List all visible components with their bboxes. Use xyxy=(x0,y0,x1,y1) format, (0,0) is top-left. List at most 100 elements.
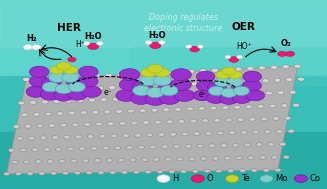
Circle shape xyxy=(60,123,67,127)
Circle shape xyxy=(59,159,65,163)
Circle shape xyxy=(170,132,177,136)
Circle shape xyxy=(61,88,68,92)
Circle shape xyxy=(110,170,116,174)
Circle shape xyxy=(233,86,250,96)
Circle shape xyxy=(181,170,187,173)
Circle shape xyxy=(223,68,230,72)
Circle shape xyxy=(230,93,237,96)
Circle shape xyxy=(158,133,165,136)
Circle shape xyxy=(234,105,240,109)
Circle shape xyxy=(29,76,49,87)
Text: H₂O: H₂O xyxy=(148,31,166,40)
Circle shape xyxy=(171,79,191,91)
Circle shape xyxy=(78,66,98,77)
Circle shape xyxy=(28,136,35,140)
Circle shape xyxy=(282,65,289,69)
Circle shape xyxy=(269,104,276,108)
Circle shape xyxy=(177,157,183,161)
Circle shape xyxy=(42,100,48,104)
Circle shape xyxy=(217,131,224,135)
Polygon shape xyxy=(7,66,298,174)
Circle shape xyxy=(294,64,301,68)
Circle shape xyxy=(146,87,164,98)
Circle shape xyxy=(33,112,40,116)
Circle shape xyxy=(62,171,69,175)
Circle shape xyxy=(266,91,272,95)
Circle shape xyxy=(79,147,85,150)
Circle shape xyxy=(257,105,264,108)
Text: O₂: O₂ xyxy=(281,39,291,48)
Text: Mo: Mo xyxy=(275,174,288,183)
Circle shape xyxy=(53,100,60,104)
Circle shape xyxy=(139,109,146,112)
Circle shape xyxy=(169,170,175,174)
Circle shape xyxy=(173,145,180,148)
Circle shape xyxy=(38,89,45,93)
Circle shape xyxy=(288,129,295,133)
Circle shape xyxy=(140,75,157,86)
Circle shape xyxy=(83,42,90,45)
Circle shape xyxy=(186,45,192,48)
Circle shape xyxy=(171,95,178,99)
Circle shape xyxy=(294,175,307,182)
Circle shape xyxy=(145,170,151,174)
Circle shape xyxy=(207,93,225,104)
Circle shape xyxy=(182,132,188,136)
Circle shape xyxy=(175,107,181,111)
Circle shape xyxy=(185,144,192,148)
Circle shape xyxy=(96,42,103,45)
Circle shape xyxy=(134,133,141,137)
Circle shape xyxy=(239,169,246,172)
Circle shape xyxy=(166,120,173,124)
Circle shape xyxy=(207,94,214,97)
Text: HER: HER xyxy=(57,23,81,33)
Circle shape xyxy=(97,86,104,90)
Circle shape xyxy=(236,156,242,160)
Circle shape xyxy=(86,171,92,175)
Circle shape xyxy=(35,77,42,81)
Circle shape xyxy=(212,156,219,160)
Circle shape xyxy=(96,122,102,126)
Circle shape xyxy=(190,46,199,52)
Circle shape xyxy=(187,107,193,111)
Circle shape xyxy=(270,65,277,69)
Circle shape xyxy=(116,109,122,113)
Circle shape xyxy=(208,86,225,96)
Text: H₂O: H₂O xyxy=(84,32,102,41)
Circle shape xyxy=(215,77,231,87)
Circle shape xyxy=(152,71,159,75)
Circle shape xyxy=(121,170,128,174)
Circle shape xyxy=(239,80,246,84)
Circle shape xyxy=(98,171,104,174)
Circle shape xyxy=(168,83,175,87)
Circle shape xyxy=(252,130,259,134)
Circle shape xyxy=(196,71,215,82)
Circle shape xyxy=(232,143,239,147)
Circle shape xyxy=(196,80,215,91)
Circle shape xyxy=(42,82,59,92)
Circle shape xyxy=(94,74,100,78)
Circle shape xyxy=(25,124,31,128)
Circle shape xyxy=(54,90,74,101)
Circle shape xyxy=(89,98,95,102)
Circle shape xyxy=(70,75,77,79)
Circle shape xyxy=(66,77,86,89)
Circle shape xyxy=(163,108,170,112)
Circle shape xyxy=(12,160,18,164)
Circle shape xyxy=(13,125,20,129)
Circle shape xyxy=(144,84,151,88)
Text: HO⁺: HO⁺ xyxy=(237,42,252,51)
Circle shape xyxy=(200,157,207,160)
Circle shape xyxy=(145,94,165,105)
Circle shape xyxy=(148,96,154,100)
Circle shape xyxy=(80,111,87,115)
Circle shape xyxy=(35,160,42,163)
Circle shape xyxy=(69,111,75,115)
Circle shape xyxy=(155,68,170,77)
Circle shape xyxy=(198,45,203,48)
Circle shape xyxy=(87,135,94,138)
Circle shape xyxy=(46,76,53,80)
Circle shape xyxy=(191,82,198,86)
Circle shape xyxy=(145,41,152,44)
Bar xyxy=(0,76,327,132)
